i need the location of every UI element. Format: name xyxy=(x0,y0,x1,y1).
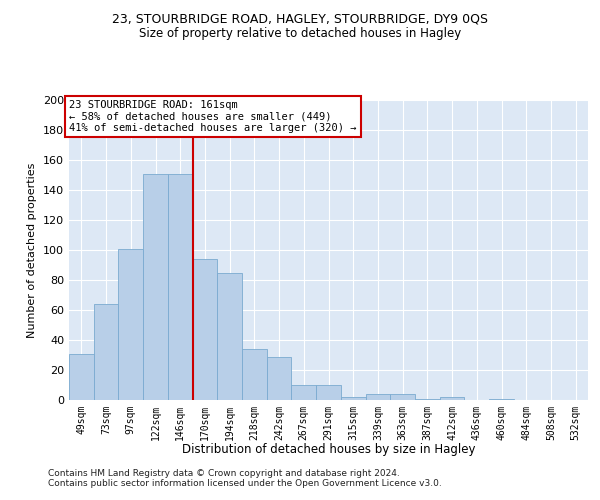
Bar xyxy=(489,398,514,400)
Bar xyxy=(267,356,292,400)
Bar xyxy=(217,272,242,400)
Bar xyxy=(365,394,390,400)
Y-axis label: Number of detached properties: Number of detached properties xyxy=(28,162,37,338)
Bar xyxy=(440,397,464,400)
Text: 23, STOURBRIDGE ROAD, HAGLEY, STOURBRIDGE, DY9 0QS: 23, STOURBRIDGE ROAD, HAGLEY, STOURBRIDG… xyxy=(112,12,488,26)
Bar xyxy=(69,354,94,400)
Text: Distribution of detached houses by size in Hagley: Distribution of detached houses by size … xyxy=(182,442,476,456)
Text: Contains HM Land Registry data © Crown copyright and database right 2024.: Contains HM Land Registry data © Crown c… xyxy=(48,468,400,477)
Bar xyxy=(94,304,118,400)
Bar xyxy=(415,398,440,400)
Text: Contains public sector information licensed under the Open Government Licence v3: Contains public sector information licen… xyxy=(48,478,442,488)
Bar xyxy=(193,259,217,400)
Text: 23 STOURBRIDGE ROAD: 161sqm
← 58% of detached houses are smaller (449)
41% of se: 23 STOURBRIDGE ROAD: 161sqm ← 58% of det… xyxy=(69,100,356,133)
Bar xyxy=(316,385,341,400)
Bar xyxy=(168,174,193,400)
Bar xyxy=(118,248,143,400)
Bar xyxy=(292,385,316,400)
Bar xyxy=(341,397,365,400)
Bar xyxy=(390,394,415,400)
Bar xyxy=(143,174,168,400)
Text: Size of property relative to detached houses in Hagley: Size of property relative to detached ho… xyxy=(139,28,461,40)
Bar xyxy=(242,349,267,400)
